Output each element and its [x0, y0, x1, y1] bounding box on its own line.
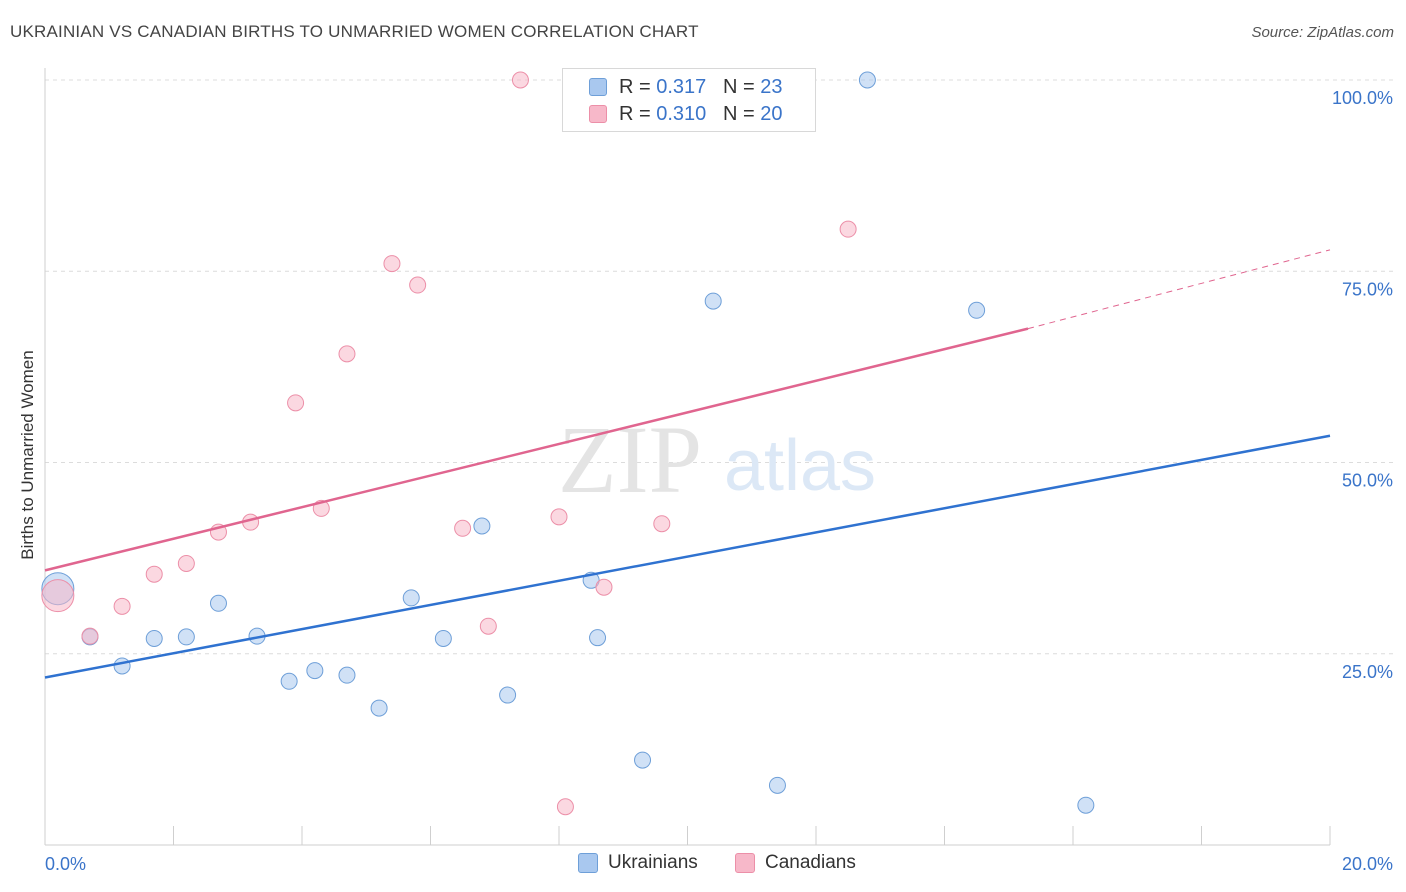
- legend-r-value: 0.317: [656, 75, 707, 98]
- canadians-point: [287, 394, 305, 412]
- y-tick-label: 100.0%: [1332, 88, 1393, 108]
- x-tick-label: 20.0%: [1342, 854, 1393, 874]
- legend-item-canadians[interactable]: Canadians: [735, 852, 856, 874]
- legend-swatch-ukrainians: [589, 78, 607, 96]
- canadians-trendline: [44, 327, 1029, 572]
- legend-label-canadians: Canadians: [765, 852, 856, 873]
- watermark-atlas: atlas: [724, 426, 876, 506]
- canadians-point: [454, 519, 472, 537]
- legend-n-label: N =: [722, 75, 761, 98]
- y-axis-label: Births to Unmarried Women: [18, 350, 37, 560]
- ukrainians-point: [704, 292, 722, 310]
- legend-n-value: 20: [760, 102, 783, 125]
- canadians-point: [479, 617, 497, 635]
- correlation-legend: R = 0.317 N = 23 R = 0.310 N = 20: [562, 68, 816, 132]
- canadians-point: [409, 276, 427, 294]
- canadians-point: [81, 627, 99, 645]
- legend-swatch-canadians: [735, 853, 755, 873]
- ukrainians-point: [434, 629, 452, 647]
- y-tick-label: 25.0%: [1342, 662, 1393, 682]
- canadians-point: [338, 345, 356, 363]
- ukrainians-point: [370, 699, 388, 717]
- legend-r-value: 0.310: [656, 102, 707, 125]
- ukrainians-point: [338, 666, 356, 684]
- ukrainians-point: [473, 517, 491, 535]
- canadians-point: [839, 220, 857, 238]
- legend-row-canadians: R = 0.310 N = 20: [589, 102, 782, 126]
- ukrainians-point: [968, 301, 986, 319]
- x-tick-label: 0.0%: [45, 854, 86, 874]
- ukrainians-point: [858, 71, 876, 89]
- legend-label-ukrainians: Ukrainians: [608, 852, 698, 873]
- canadians-point: [383, 255, 401, 273]
- y-tick-label: 75.0%: [1342, 279, 1393, 299]
- legend-r-label: R =: [619, 102, 657, 125]
- ukrainians-trendline: [44, 434, 1331, 679]
- legend-r-label: R =: [619, 75, 657, 98]
- ukrainians-point: [280, 672, 298, 690]
- legend-n-label: N =: [722, 102, 761, 125]
- watermark-zip: ZIP: [558, 406, 702, 513]
- ukrainians-point: [1077, 796, 1095, 814]
- chart-title: UKRAINIAN VS CANADIAN BIRTHS TO UNMARRIE…: [10, 22, 699, 41]
- ukrainians-point: [306, 662, 324, 680]
- ukrainians-point: [589, 629, 607, 647]
- canadians-point: [595, 578, 613, 596]
- canadians-point: [653, 515, 671, 533]
- ukrainians-point: [499, 686, 517, 704]
- ukrainians-point: [768, 776, 786, 794]
- ukrainians-point: [634, 751, 652, 769]
- ukrainians-point: [113, 657, 131, 675]
- canadians-point: [41, 579, 75, 613]
- canadians-point: [511, 71, 529, 89]
- legend-n-value: 23: [760, 75, 783, 98]
- legend-item-ukrainians[interactable]: Ukrainians: [578, 852, 698, 874]
- canadians-trendline-extension: [1027, 249, 1331, 330]
- y-tick-label: 50.0%: [1342, 471, 1393, 491]
- canadians-point: [113, 597, 131, 615]
- source-label: Source: ZipAtlas.com: [1251, 24, 1394, 41]
- canadians-point: [556, 798, 574, 816]
- legend-swatch-ukrainians: [578, 853, 598, 873]
- legend-swatch-canadians: [589, 105, 607, 123]
- ukrainians-point: [402, 589, 420, 607]
- canadians-point: [145, 565, 163, 583]
- legend-row-ukrainians: R = 0.317 N = 23: [589, 75, 782, 99]
- series-legend: Ukrainians Canadians: [0, 852, 1406, 876]
- ukrainians-point: [177, 628, 195, 646]
- ukrainians-point: [145, 629, 163, 647]
- canadians-point: [177, 554, 195, 572]
- canadians-point: [550, 508, 568, 526]
- ukrainians-point: [209, 594, 227, 612]
